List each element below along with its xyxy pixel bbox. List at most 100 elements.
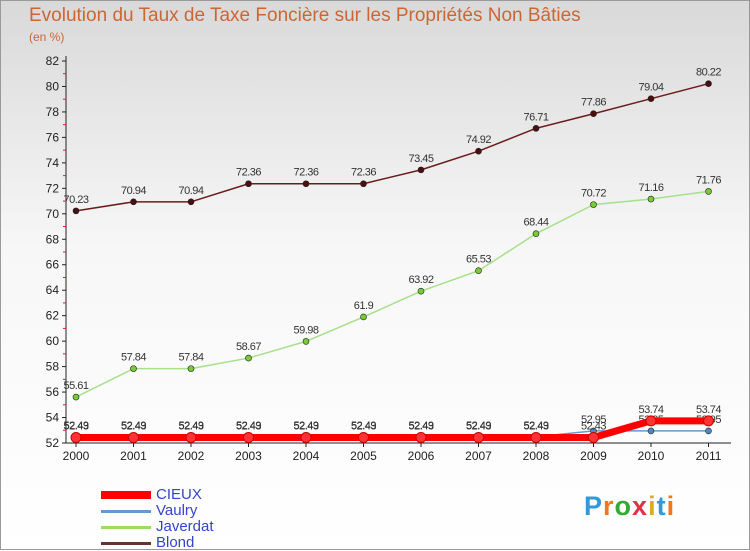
data-label-cieux: 52.43 xyxy=(178,421,203,433)
data-label-cieux: 52.43 xyxy=(63,421,88,433)
data-point-cieux xyxy=(300,432,312,444)
data-label-vaulry: 52.49 xyxy=(293,420,318,432)
data-point-cieux xyxy=(243,432,254,444)
y-tick-label: 70 xyxy=(46,207,60,221)
data-point-cieux xyxy=(185,432,197,444)
data-point-javerdat xyxy=(245,354,252,362)
data-point-javerdat xyxy=(647,195,655,203)
y-tick-label: 64 xyxy=(46,283,60,297)
data-label-javerdat: 65.53 xyxy=(466,254,491,266)
legend-swatch-blond xyxy=(101,542,151,545)
legend-label-cieux: CIEUX xyxy=(156,486,202,503)
y-tick-label: 54 xyxy=(46,411,60,425)
x-tick-label: 2009 xyxy=(580,449,607,463)
data-label-blond: 70.94 xyxy=(178,185,203,197)
logo-letter: x xyxy=(632,491,649,521)
data-label-cieux: 52.43 xyxy=(236,421,261,433)
y-tick-label: 52 xyxy=(46,436,60,450)
y-tick-label: 80 xyxy=(46,79,60,93)
data-point-javerdat xyxy=(72,393,80,401)
data-point-blond xyxy=(187,198,195,206)
data-label-blond: 72.36 xyxy=(351,167,376,179)
x-tick-label: 2011 xyxy=(696,449,722,463)
data-point-cieux xyxy=(358,432,369,444)
y-tick-label: 72 xyxy=(46,181,60,195)
legend-label-blond: Blond xyxy=(156,534,195,551)
data-point-javerdat xyxy=(532,230,540,237)
logo-letter: P xyxy=(584,491,604,521)
data-label-javerdat: 58.67 xyxy=(236,341,261,353)
y-tick-label: 66 xyxy=(46,258,60,272)
data-label-blond: 80.22 xyxy=(696,67,721,79)
x-tick-label: 2002 xyxy=(178,449,205,463)
data-label-blond: 72.36 xyxy=(236,167,261,179)
data-label-vaulry: 52.49 xyxy=(351,420,376,432)
series-line-cieux xyxy=(76,417,709,442)
data-label-javerdat: 68.44 xyxy=(523,217,548,229)
data-label-vaulry: 52.49 xyxy=(63,420,88,432)
data-point-vaulry xyxy=(705,427,712,435)
data-label-blond: 73.45 xyxy=(408,153,433,165)
logo-letter: i xyxy=(666,491,676,521)
data-label-blond: 70.23 xyxy=(63,194,88,206)
y-tick-label: 68 xyxy=(46,232,60,246)
data-label-cieux: 52.43 xyxy=(121,421,146,433)
data-label-javerdat: 63.92 xyxy=(408,274,433,286)
data-point-blond xyxy=(302,180,310,188)
y-tick-label: 58 xyxy=(46,360,60,374)
data-point-cieux xyxy=(128,432,139,444)
data-point-blond xyxy=(590,110,597,118)
data-label-cieux: 52.43 xyxy=(523,421,548,433)
data-point-vaulry xyxy=(647,427,655,435)
data-label-vaulry: 52.49 xyxy=(466,420,491,432)
data-label-cieux: 53.74 xyxy=(638,404,663,416)
legend-label-javerdat: Javerdat xyxy=(156,518,214,535)
data-point-blond xyxy=(532,125,540,132)
data-label-javerdat: 71.76 xyxy=(696,174,721,186)
data-point-cieux xyxy=(530,432,542,444)
y-tick-label: 62 xyxy=(46,309,60,323)
data-label-cieux: 52.43 xyxy=(351,421,376,433)
data-point-blond xyxy=(417,166,425,174)
data-label-javerdat: 57.84 xyxy=(178,352,203,364)
legend-swatch-cieux xyxy=(101,491,151,499)
data-point-cieux xyxy=(703,415,714,427)
data-point-blond xyxy=(647,95,655,102)
logo-letter: i xyxy=(648,491,657,521)
x-tick-label: 2005 xyxy=(350,449,377,463)
y-tick-label: 82 xyxy=(46,54,60,68)
data-point-blond xyxy=(245,180,252,188)
data-label-blond: 74.92 xyxy=(466,134,491,146)
y-tick-label: 56 xyxy=(46,385,60,399)
data-point-blond xyxy=(130,198,137,206)
data-point-javerdat xyxy=(417,287,425,295)
data-label-vaulry: 52.49 xyxy=(236,420,261,432)
data-point-cieux xyxy=(473,432,484,444)
data-label-cieux: 53.74 xyxy=(696,404,721,416)
logo-letter: t xyxy=(656,491,667,521)
data-label-blond: 77.86 xyxy=(581,97,606,109)
x-tick-label: 2000 xyxy=(63,449,90,463)
y-tick-label: 78 xyxy=(46,105,60,119)
data-label-vaulry: 52.49 xyxy=(408,420,433,432)
data-label-vaulry: 52.49 xyxy=(178,420,203,432)
data-point-javerdat xyxy=(475,267,482,275)
legend-swatch-javerdat xyxy=(101,526,151,529)
x-tick-label: 2007 xyxy=(465,449,492,463)
chart-title: Evolution du Taux de Taxe Foncière sur l… xyxy=(29,5,581,26)
data-label-cieux: 52.43 xyxy=(408,421,433,433)
x-tick-label: 2010 xyxy=(638,449,665,463)
data-label-cieux: 52.43 xyxy=(581,421,606,433)
data-label-vaulry: 52.49 xyxy=(523,420,548,432)
data-point-javerdat xyxy=(705,188,712,195)
legend-label-vaulry: Vaulry xyxy=(156,502,198,519)
logo-letter: o xyxy=(614,491,633,521)
data-point-blond xyxy=(360,180,367,188)
data-point-blond xyxy=(705,80,712,87)
logo-letter: r xyxy=(603,491,615,521)
data-point-blond xyxy=(475,147,482,155)
y-tick-label: 76 xyxy=(46,130,60,144)
data-point-javerdat xyxy=(590,201,597,208)
data-point-cieux xyxy=(70,432,82,444)
